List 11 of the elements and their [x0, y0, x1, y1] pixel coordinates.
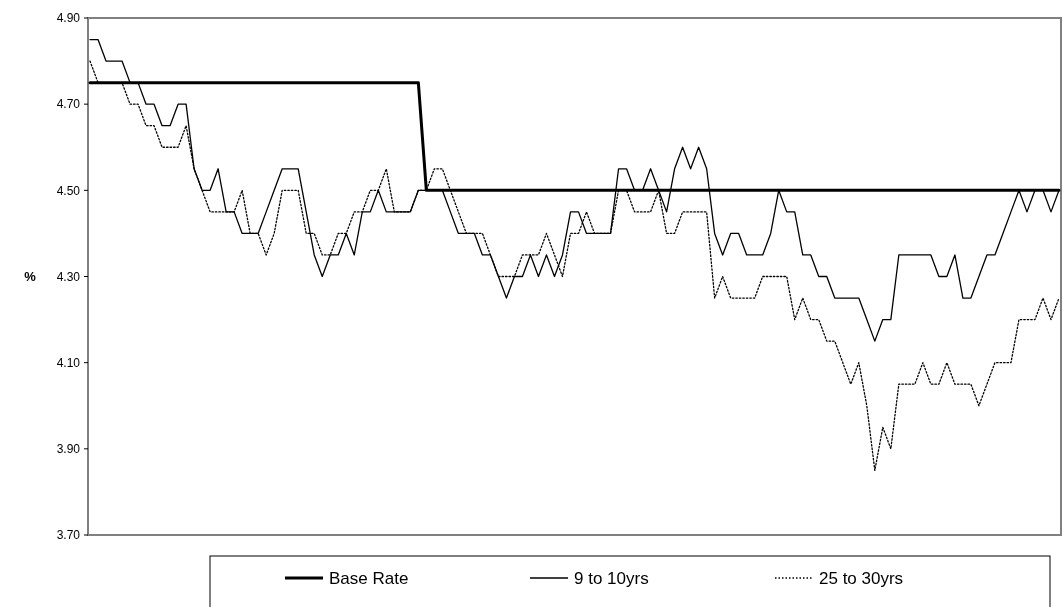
- y-tick-label: 4.30: [56, 269, 81, 284]
- y-tick-label: 4.10: [56, 355, 81, 370]
- y-tick-label: 3.90: [56, 442, 81, 457]
- y-axis-title: %: [24, 269, 37, 285]
- y-tick-label: 3.70: [56, 528, 81, 543]
- y-tick-label: 4.70: [56, 97, 81, 112]
- y-tick-label: 4.90: [56, 11, 81, 26]
- legend-label: 9 to 10yrs: [574, 568, 649, 588]
- y-tick-label: 4.50: [56, 183, 81, 198]
- legend-label: Base Rate: [329, 568, 409, 588]
- legend-label: 25 to 30yrs: [819, 568, 904, 588]
